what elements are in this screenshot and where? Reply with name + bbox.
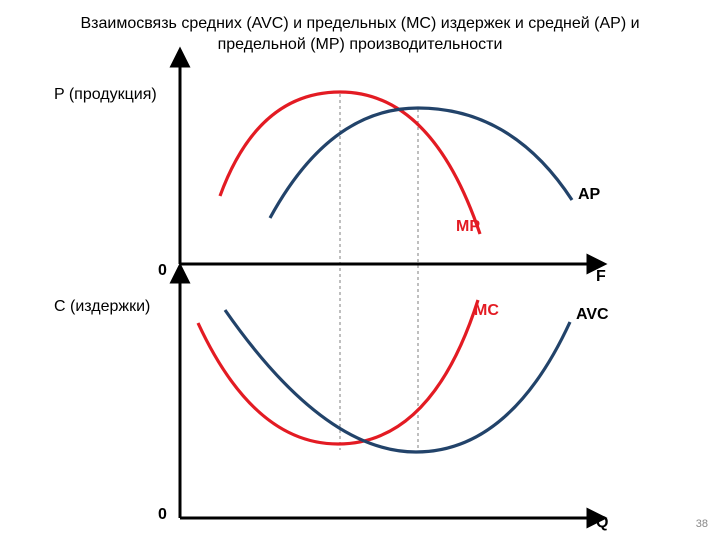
y-axis-bot-label: C (издержки) <box>54 298 150 316</box>
curve-ap <box>270 108 572 218</box>
x-axis-bot-label: Q <box>596 514 608 532</box>
mp-curve-label: MP <box>456 218 480 236</box>
zero-bot: 0 <box>158 506 167 524</box>
diagram-canvas: Взаимосвязь средних (AVC) и предельных (… <box>0 0 720 540</box>
page-number: 38 <box>696 518 708 530</box>
zero-top: 0 <box>158 262 167 280</box>
avc-curve-label: AVC <box>576 306 609 324</box>
curve-avc <box>225 310 570 452</box>
curve-mp <box>220 92 480 234</box>
curve-mc <box>198 300 478 444</box>
y-axis-top-label: P (продукция) <box>54 86 157 104</box>
x-axis-top-label: F <box>596 268 606 286</box>
ap-curve-label: AP <box>578 186 600 204</box>
mc-curve-label: MC <box>474 302 499 320</box>
chart-svg <box>0 0 720 540</box>
